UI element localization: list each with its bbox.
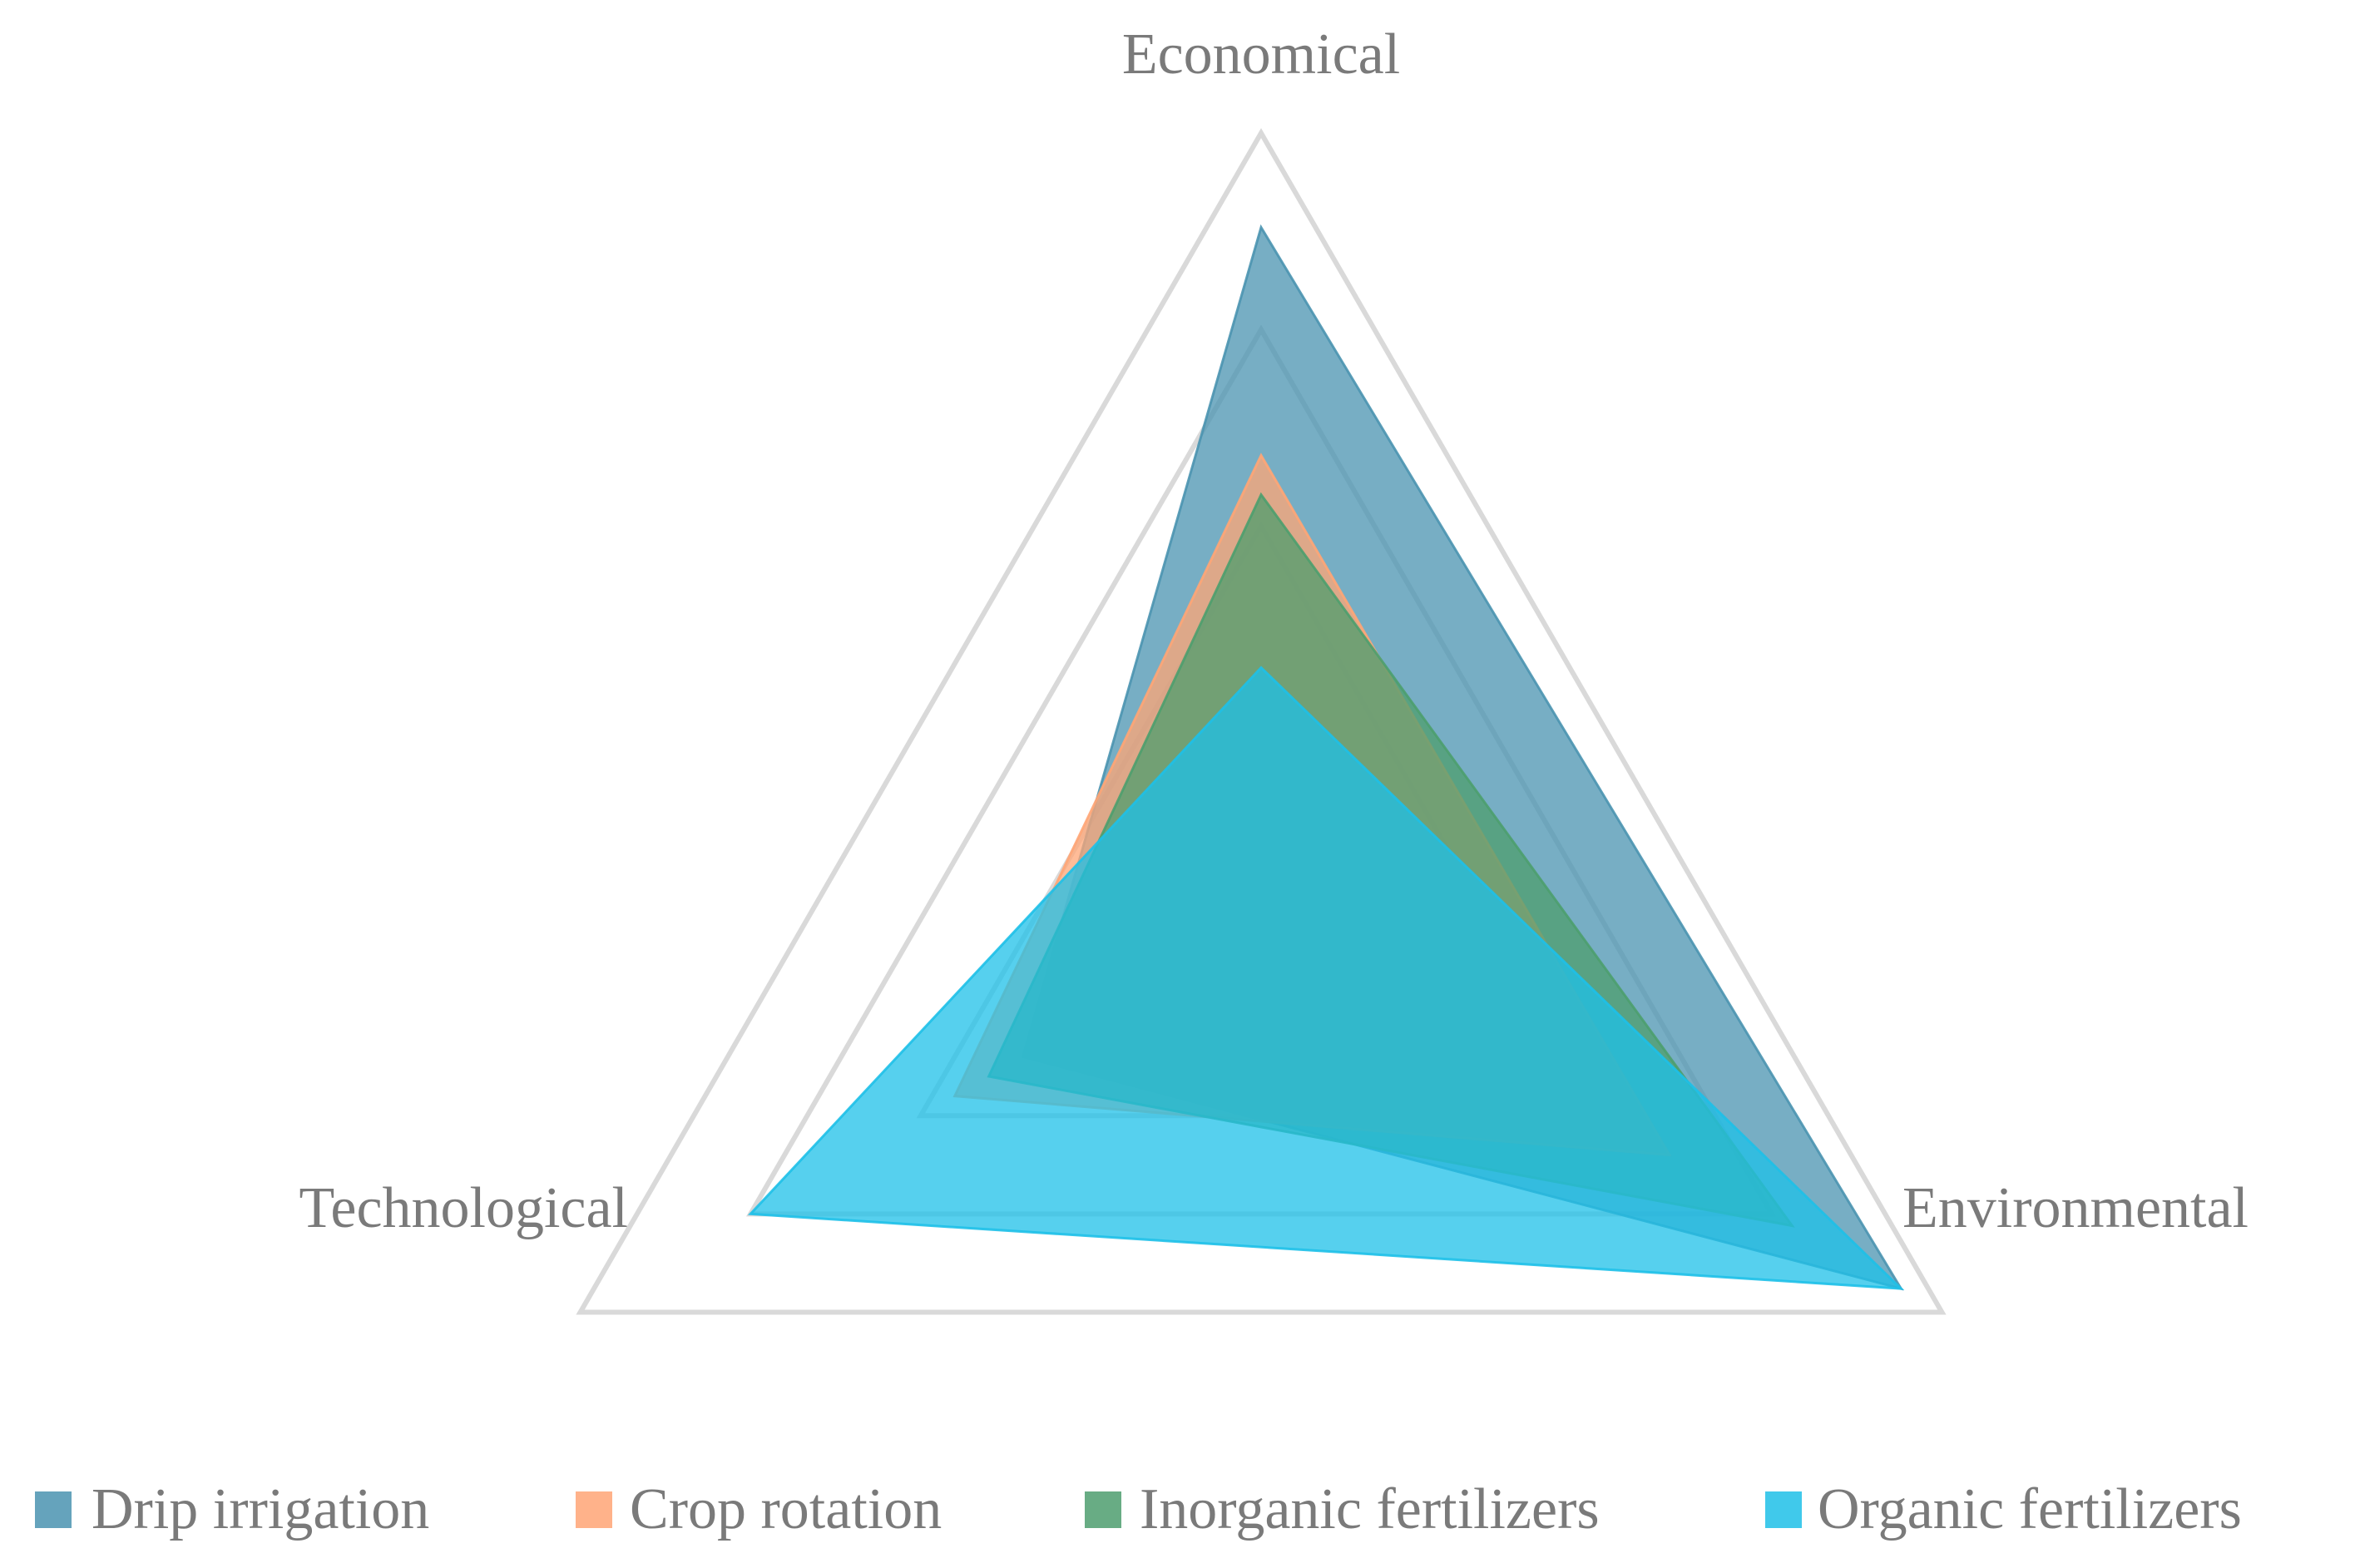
legend-label-inorganic-fertilizers: Inorganic fertilizers [1140,1477,1600,1541]
legend-label-drip-irrigation: Drip irrigation [92,1477,429,1541]
radar-series [747,224,1905,1291]
axis-label-environmental: Environmental [1902,1176,2249,1240]
axis-label-technological: Technological [299,1176,629,1240]
legend-label-organic-fertilizers: Organic fertilizers [1818,1477,2242,1541]
grid-ring [576,128,1947,1315]
legend-label-crop-rotation: Crop rotation [630,1477,942,1541]
legend-swatch-drip-irrigation [35,1491,72,1528]
legend-swatch-organic-fertilizers [1765,1491,1802,1528]
series-area-organic-fertilizers [747,665,1905,1290]
legend-swatch-inorganic-fertilizers [1085,1491,1121,1528]
legend-swatch-crop-rotation [576,1491,612,1528]
axis-label-economical: Economical [1122,22,1400,87]
legend: Drip irrigation Crop rotation Inorganic … [35,1477,2242,1541]
